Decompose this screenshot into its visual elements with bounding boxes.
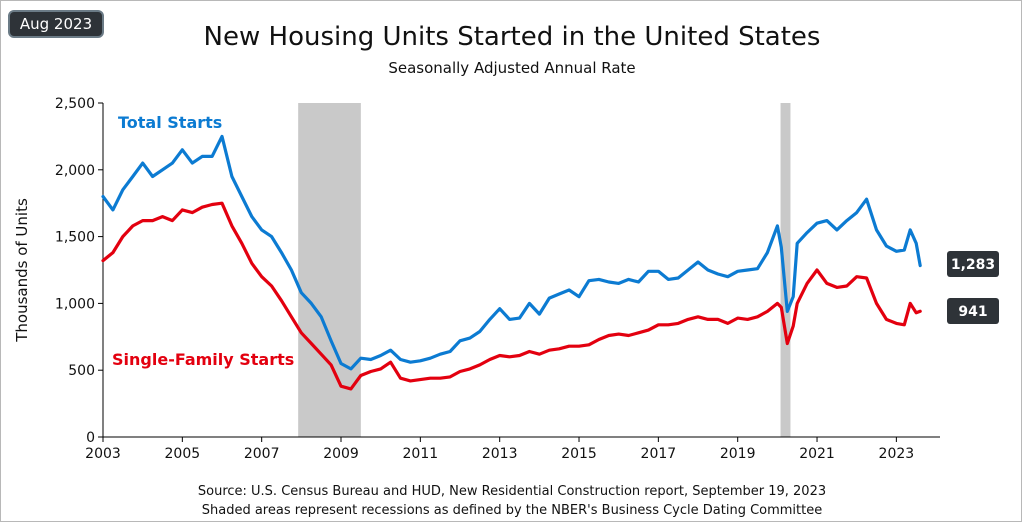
x-tick-label: 2007 xyxy=(244,446,280,462)
x-tick-label: 2019 xyxy=(720,446,756,462)
y-tick-label: 1,500 xyxy=(55,230,95,246)
callout-box xyxy=(947,298,999,324)
x-tick-label: 2017 xyxy=(641,446,677,462)
recession-note: Shaded areas represent recessions as def… xyxy=(201,503,823,518)
x-tick-label: 2013 xyxy=(482,446,518,462)
series-line xyxy=(101,134,922,371)
y-tick-label: 2,000 xyxy=(55,163,95,179)
last-value-callout: 1,283 xyxy=(947,251,999,277)
y-tick-label: 0 xyxy=(86,430,95,446)
recession-band xyxy=(780,103,791,437)
x-tick-label: 2023 xyxy=(879,446,915,462)
y-axis-label: Thousands of Units xyxy=(13,198,31,343)
x-tick-label: 2009 xyxy=(323,446,359,462)
date-badge: Aug 2023 xyxy=(8,10,104,38)
source-note: Source: U.S. Census Bureau and HUD, New … xyxy=(197,484,827,499)
series-label: Single-Family Starts xyxy=(112,350,294,369)
y-tick-label: 1,000 xyxy=(55,296,95,312)
x-tick-label: 2011 xyxy=(403,446,439,462)
series-label: Total Starts xyxy=(118,113,222,132)
x-tick-label: 2015 xyxy=(561,446,597,462)
callout-value: 1,283 xyxy=(951,257,995,273)
x-tick-label: 2021 xyxy=(799,446,835,462)
y-tick-label: 2,500 xyxy=(55,96,95,112)
callout-box xyxy=(947,251,999,277)
recession-band xyxy=(298,103,361,437)
chart-title: New Housing Units Started in the United … xyxy=(203,22,821,52)
series-line xyxy=(101,201,922,391)
last-value-callout: 941 xyxy=(947,298,999,324)
chart-subtitle: Seasonally Adjusted Annual Rate xyxy=(388,59,636,77)
callout-value: 941 xyxy=(958,304,987,320)
x-tick-label: 2003 xyxy=(85,446,121,462)
x-tick-label: 2005 xyxy=(165,446,201,462)
y-tick-label: 500 xyxy=(68,363,95,379)
